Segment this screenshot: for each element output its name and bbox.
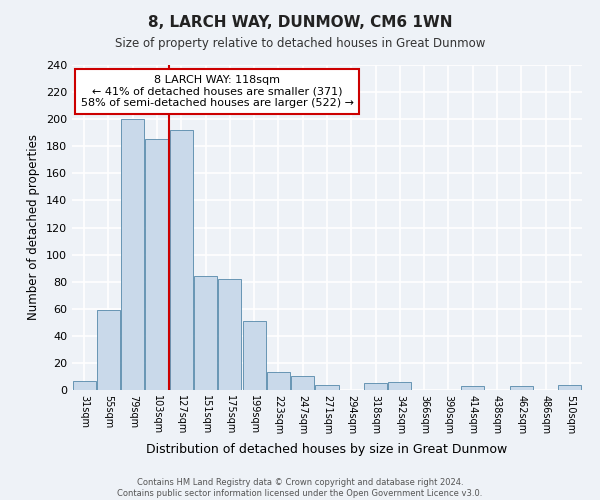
Bar [145,140,169,390]
Bar [170,130,193,390]
Text: Size of property relative to detached houses in Great Dunmow: Size of property relative to detached ho… [115,38,485,51]
Bar [316,384,338,390]
Bar [242,321,266,390]
Text: 8 LARCH WAY: 118sqm
← 41% of detached houses are smaller (371)
58% of semi-detac: 8 LARCH WAY: 118sqm ← 41% of detached ho… [81,74,354,108]
Bar [73,380,95,390]
Bar [461,386,484,390]
Text: 8, LARCH WAY, DUNMOW, CM6 1WN: 8, LARCH WAY, DUNMOW, CM6 1WN [148,15,452,30]
Text: Contains HM Land Registry data © Crown copyright and database right 2024.
Contai: Contains HM Land Registry data © Crown c… [118,478,482,498]
Bar [97,310,120,390]
Bar [267,372,290,390]
Bar [510,386,533,390]
Y-axis label: Number of detached properties: Number of detached properties [28,134,40,320]
X-axis label: Distribution of detached houses by size in Great Dunmow: Distribution of detached houses by size … [146,442,508,456]
Bar [291,376,314,390]
Bar [559,384,581,390]
Bar [364,383,387,390]
Bar [388,382,412,390]
Bar [194,276,217,390]
Bar [121,119,144,390]
Bar [218,279,241,390]
